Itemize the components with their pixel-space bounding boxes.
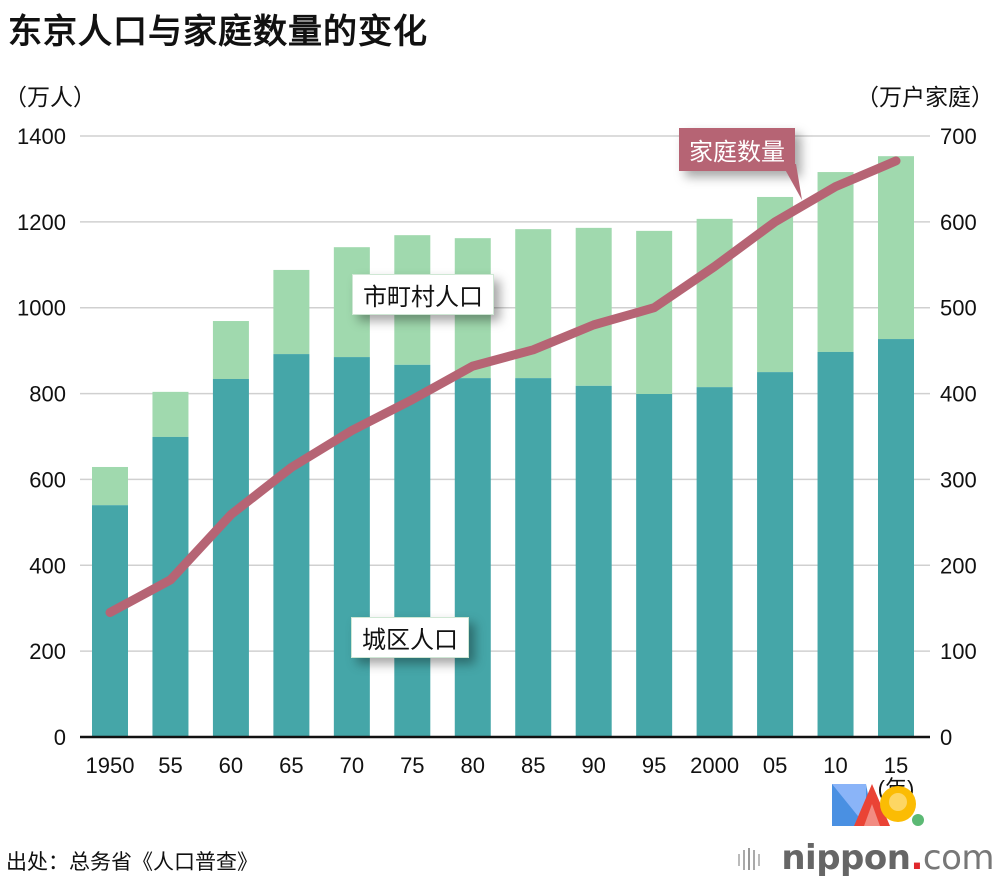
x-tick-label: 05 xyxy=(763,753,787,778)
bar-ward-population xyxy=(273,354,310,737)
right-axis-ticks: 0 100 200 300 400 500 600 700 xyxy=(940,124,977,750)
x-tick-label: 10 xyxy=(823,753,847,778)
bar-municipal-population xyxy=(878,156,914,340)
household-line xyxy=(105,156,901,618)
right-axis-unit: （万户家庭） xyxy=(856,85,994,111)
watermark-logo-icon xyxy=(832,784,924,826)
right-tick-label: 400 xyxy=(940,382,977,407)
brand-dot: . xyxy=(910,838,923,878)
left-tick-label: 0 xyxy=(54,725,66,750)
bar-municipal-population xyxy=(152,391,189,437)
x-tick-label: 60 xyxy=(219,753,243,778)
bar-ward-population xyxy=(636,394,673,737)
bar-ward-population xyxy=(454,378,491,737)
left-tick-label: 1000 xyxy=(17,296,66,321)
right-tick-label: 700 xyxy=(940,124,977,149)
chart-title: 东京人口与家庭数量的变化 xyxy=(8,12,428,52)
bar-ward-population xyxy=(817,351,854,737)
left-axis-ticks: 0 200 400 600 800 1000 1200 1400 xyxy=(17,124,66,750)
bar-ward-population xyxy=(878,339,914,737)
bar-ward-population xyxy=(333,357,370,737)
left-tick-label: 800 xyxy=(29,382,66,407)
x-tick-label: 85 xyxy=(521,753,545,778)
legend-label-households: 家庭数量 xyxy=(679,128,795,171)
x-tick-label: 15 xyxy=(884,753,908,778)
bars xyxy=(92,156,914,737)
right-tick-label: 200 xyxy=(940,553,977,578)
household-label-pointer xyxy=(782,164,802,200)
x-tick-label: 95 xyxy=(642,753,666,778)
bar-ward-population xyxy=(696,387,733,737)
bar-municipal-population xyxy=(575,227,612,386)
bar-municipal-population xyxy=(696,218,733,388)
bar-municipal-population xyxy=(92,466,128,506)
bar-ward-population xyxy=(515,378,552,737)
legend-label-municipal-population: 市町村人口 xyxy=(352,274,494,315)
bar-ward-population xyxy=(92,505,128,737)
left-tick-label: 1400 xyxy=(17,124,66,149)
x-axis: 1950 55 60 65 70 75 80 85 90 95 2000 05 10 15 xyxy=(80,735,930,778)
x-tick-label: 80 xyxy=(461,753,485,778)
bar-ward-population xyxy=(757,372,794,737)
x-tick-label: 55 xyxy=(158,753,182,778)
nippon-logo-bars-icon xyxy=(738,848,760,870)
legend-label-ward-population: 城区人口 xyxy=(351,617,469,658)
gridlines xyxy=(80,135,930,652)
brand-name: nippon xyxy=(781,838,911,878)
right-tick-label: 300 xyxy=(940,467,977,492)
bar-municipal-population xyxy=(212,321,249,379)
x-tick-label: 75 xyxy=(400,753,424,778)
x-tick-label: 90 xyxy=(581,753,605,778)
bar-ward-population xyxy=(394,364,431,737)
right-tick-label: 600 xyxy=(940,210,977,235)
x-tick-label: 1950 xyxy=(86,753,135,778)
left-tick-label: 600 xyxy=(29,467,66,492)
brand-suffix: com xyxy=(922,838,995,878)
left-tick-label: 1200 xyxy=(17,210,66,235)
x-tick-label: 2000 xyxy=(690,753,739,778)
x-tick-label: 65 xyxy=(279,753,303,778)
right-tick-label: 100 xyxy=(940,639,977,664)
bar-ward-population xyxy=(212,378,249,737)
left-tick-label: 200 xyxy=(29,639,66,664)
source-note: 出处：总务省《人口普查》 xyxy=(6,850,258,874)
left-axis-unit: （万人） xyxy=(4,85,96,111)
brand-logo: nippon.com xyxy=(781,838,994,878)
x-tick-label: 70 xyxy=(340,753,364,778)
left-tick-label: 400 xyxy=(29,553,66,578)
bar-municipal-population xyxy=(817,172,854,352)
right-tick-label: 500 xyxy=(940,296,977,321)
line-households xyxy=(105,156,901,618)
bar-municipal-population xyxy=(273,269,310,355)
bar-ward-population xyxy=(575,385,612,737)
right-tick-label: 0 xyxy=(940,725,952,750)
